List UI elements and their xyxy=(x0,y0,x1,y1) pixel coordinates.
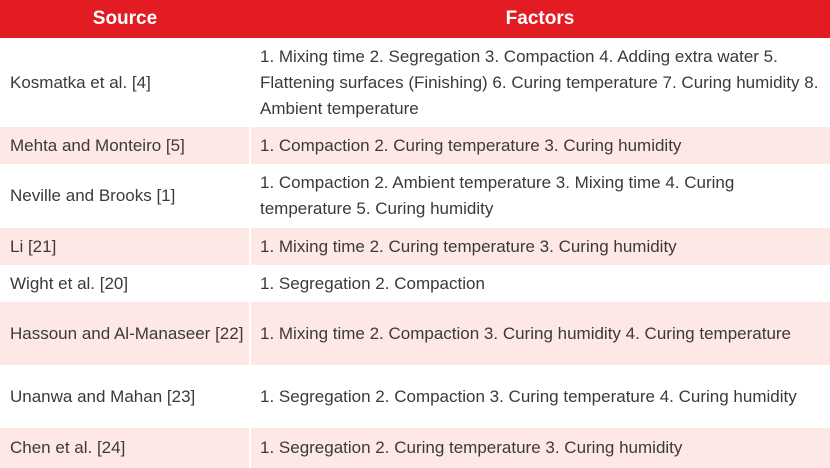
table-row: Kosmatka et al. [4] 1. Mixing time 2. Se… xyxy=(0,38,830,127)
header-row: Source Factors xyxy=(0,0,830,38)
table-row: Li [21] 1. Mixing time 2. Curing tempera… xyxy=(0,228,830,265)
source-cell: Kosmatka et al. [4] xyxy=(0,38,250,127)
table-body: Kosmatka et al. [4] 1. Mixing time 2. Se… xyxy=(0,38,830,468)
factors-cell: 1. Mixing time 2. Segregation 3. Compact… xyxy=(249,38,830,127)
factors-cell: 1. Mixing time 2. Curing temperature 3. … xyxy=(249,228,830,265)
source-cell: Mehta and Monteiro [5] xyxy=(0,127,250,164)
factors-cell: 1. Compaction 2. Curing temperature 3. C… xyxy=(249,127,830,164)
source-cell: Wight et al. [20] xyxy=(0,265,250,302)
table-row: Chen et al. [24] 1. Segregation 2. Curin… xyxy=(0,428,830,468)
table-row: Unanwa and Mahan [23] 1. Segregation 2. … xyxy=(0,365,830,428)
header-factors: Factors xyxy=(250,0,830,38)
factors-cell: 1. Segregation 2. Compaction 3. Curing t… xyxy=(249,365,830,428)
factors-cell: 1. Mixing time 2. Compaction 3. Curing h… xyxy=(249,302,830,365)
source-cell: Chen et al. [24] xyxy=(0,428,250,468)
header-source: Source xyxy=(0,0,250,38)
factors-cell: 1. Segregation 2. Curing temperature 3. … xyxy=(249,428,830,468)
table-row: Mehta and Monteiro [5] 1. Compaction 2. … xyxy=(0,127,830,164)
source-cell: Neville and Brooks [1] xyxy=(0,164,250,228)
table-row: Wight et al. [20] 1. Segregation 2. Comp… xyxy=(0,265,830,302)
factors-cell: 1. Segregation 2. Compaction xyxy=(249,265,830,302)
source-cell: Li [21] xyxy=(0,228,250,265)
table-row: Hassoun and Al-Manaseer [22] 1. Mixing t… xyxy=(0,302,830,365)
table-header: Source Factors xyxy=(0,0,830,38)
factors-cell: 1. Compaction 2. Ambient temperature 3. … xyxy=(249,164,830,228)
table-row: Neville and Brooks [1] 1. Compaction 2. … xyxy=(0,164,830,228)
source-cell: Hassoun and Al-Manaseer [22] xyxy=(0,302,250,365)
source-cell: Unanwa and Mahan [23] xyxy=(0,365,250,428)
